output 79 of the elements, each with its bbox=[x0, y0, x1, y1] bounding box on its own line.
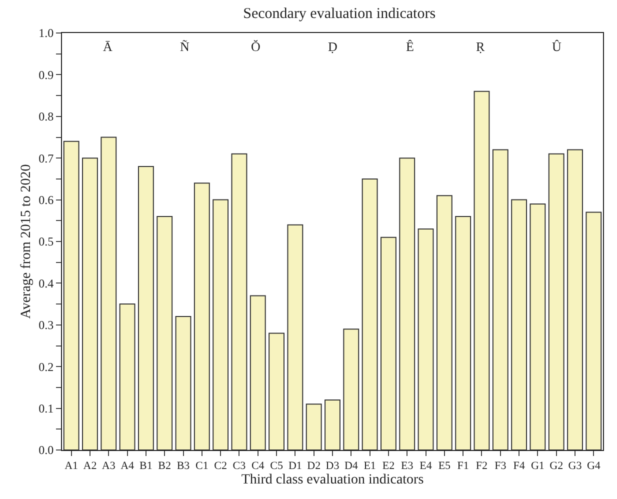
bar bbox=[455, 216, 472, 450]
bar bbox=[119, 304, 136, 450]
bar bbox=[63, 140, 80, 450]
x-tick-label: A1 bbox=[64, 460, 78, 472]
x-tick-label: D3 bbox=[326, 460, 340, 472]
x-tick-label: F3 bbox=[494, 460, 507, 472]
bar bbox=[380, 236, 396, 450]
x-tick-label: G1 bbox=[530, 460, 544, 472]
bar bbox=[324, 399, 340, 450]
y-tick-label: 0.1 bbox=[38, 402, 54, 416]
x-tick-label: C1 bbox=[195, 460, 208, 472]
y-tick-label: 0.9 bbox=[38, 68, 54, 82]
bar bbox=[343, 328, 360, 450]
x-tick-label: F1 bbox=[457, 460, 469, 472]
y-tick-label: 0.2 bbox=[38, 360, 54, 374]
bar bbox=[268, 332, 284, 450]
x-tick-label: C5 bbox=[270, 460, 284, 472]
x-tick-label: G2 bbox=[550, 460, 564, 472]
y-tick-label: 0.4 bbox=[38, 276, 54, 290]
x-tick-label: E3 bbox=[401, 460, 414, 472]
x-tick-label: F4 bbox=[513, 460, 526, 472]
annotation: Ŏ bbox=[251, 39, 260, 54]
y-axis-title: Average from 2015 to 2020 bbox=[19, 164, 34, 319]
y-tick-label: 0.8 bbox=[38, 110, 54, 124]
y-tick-label: 0.0 bbox=[38, 443, 54, 458]
y-tick-label: 0.7 bbox=[38, 151, 54, 166]
bar bbox=[436, 195, 452, 450]
annotation: Ṛ bbox=[476, 39, 485, 54]
x-tick-label: E5 bbox=[438, 460, 452, 472]
bar bbox=[287, 224, 304, 450]
bar bbox=[138, 166, 154, 450]
bar bbox=[100, 136, 117, 450]
x-tick-label: D1 bbox=[288, 460, 302, 472]
bar bbox=[511, 199, 528, 450]
bar bbox=[399, 158, 416, 450]
bar bbox=[175, 316, 192, 450]
chart-title: Secondary evaluation indicators bbox=[243, 6, 436, 22]
x-tick-label: E4 bbox=[420, 460, 432, 472]
bar bbox=[492, 149, 508, 450]
x-tick-label: B1 bbox=[140, 460, 152, 472]
annotation: Ê bbox=[406, 39, 414, 54]
annotation: Ñ bbox=[180, 39, 190, 54]
x-tick-label: F2 bbox=[476, 460, 488, 472]
x-tick-label: A4 bbox=[120, 460, 135, 472]
x-tick-label: A3 bbox=[102, 460, 116, 472]
x-tick-label: B3 bbox=[176, 460, 190, 472]
y-tick-label: 0.3 bbox=[38, 318, 54, 332]
x-tick-label: A2 bbox=[83, 460, 97, 472]
bar bbox=[156, 216, 173, 450]
x-tick-label: G3 bbox=[568, 460, 582, 472]
bar bbox=[567, 149, 583, 450]
x-tick-label: G4 bbox=[586, 460, 601, 472]
bar bbox=[530, 203, 546, 450]
x-tick-label: B2 bbox=[158, 460, 172, 472]
y-tick-label: 0.5 bbox=[38, 234, 54, 249]
x-axis-title: Third class evaluation indicators bbox=[241, 472, 424, 488]
bar bbox=[548, 153, 564, 450]
x-tick-label: E1 bbox=[364, 460, 376, 472]
bar bbox=[194, 182, 210, 450]
bar bbox=[362, 178, 378, 450]
bar bbox=[212, 199, 229, 450]
y-tick-label: 1.0 bbox=[38, 26, 54, 40]
x-tick-label: D2 bbox=[307, 460, 321, 472]
bar bbox=[418, 228, 434, 450]
bar bbox=[306, 404, 322, 450]
bar bbox=[474, 90, 490, 450]
annotation: Û bbox=[552, 39, 562, 54]
x-tick-label: C2 bbox=[214, 460, 227, 472]
annotation: Ā bbox=[103, 39, 113, 54]
x-tick-label: E2 bbox=[382, 460, 395, 472]
bar bbox=[586, 212, 602, 450]
x-tick-label: C3 bbox=[232, 460, 246, 472]
annotation: Ḍ bbox=[328, 39, 338, 54]
bar bbox=[250, 295, 266, 450]
y-tick-label: 0.6 bbox=[38, 193, 54, 207]
bar bbox=[231, 153, 248, 450]
x-tick-label: C4 bbox=[251, 460, 265, 472]
x-tick-label: D4 bbox=[344, 460, 358, 472]
bar bbox=[82, 158, 98, 450]
